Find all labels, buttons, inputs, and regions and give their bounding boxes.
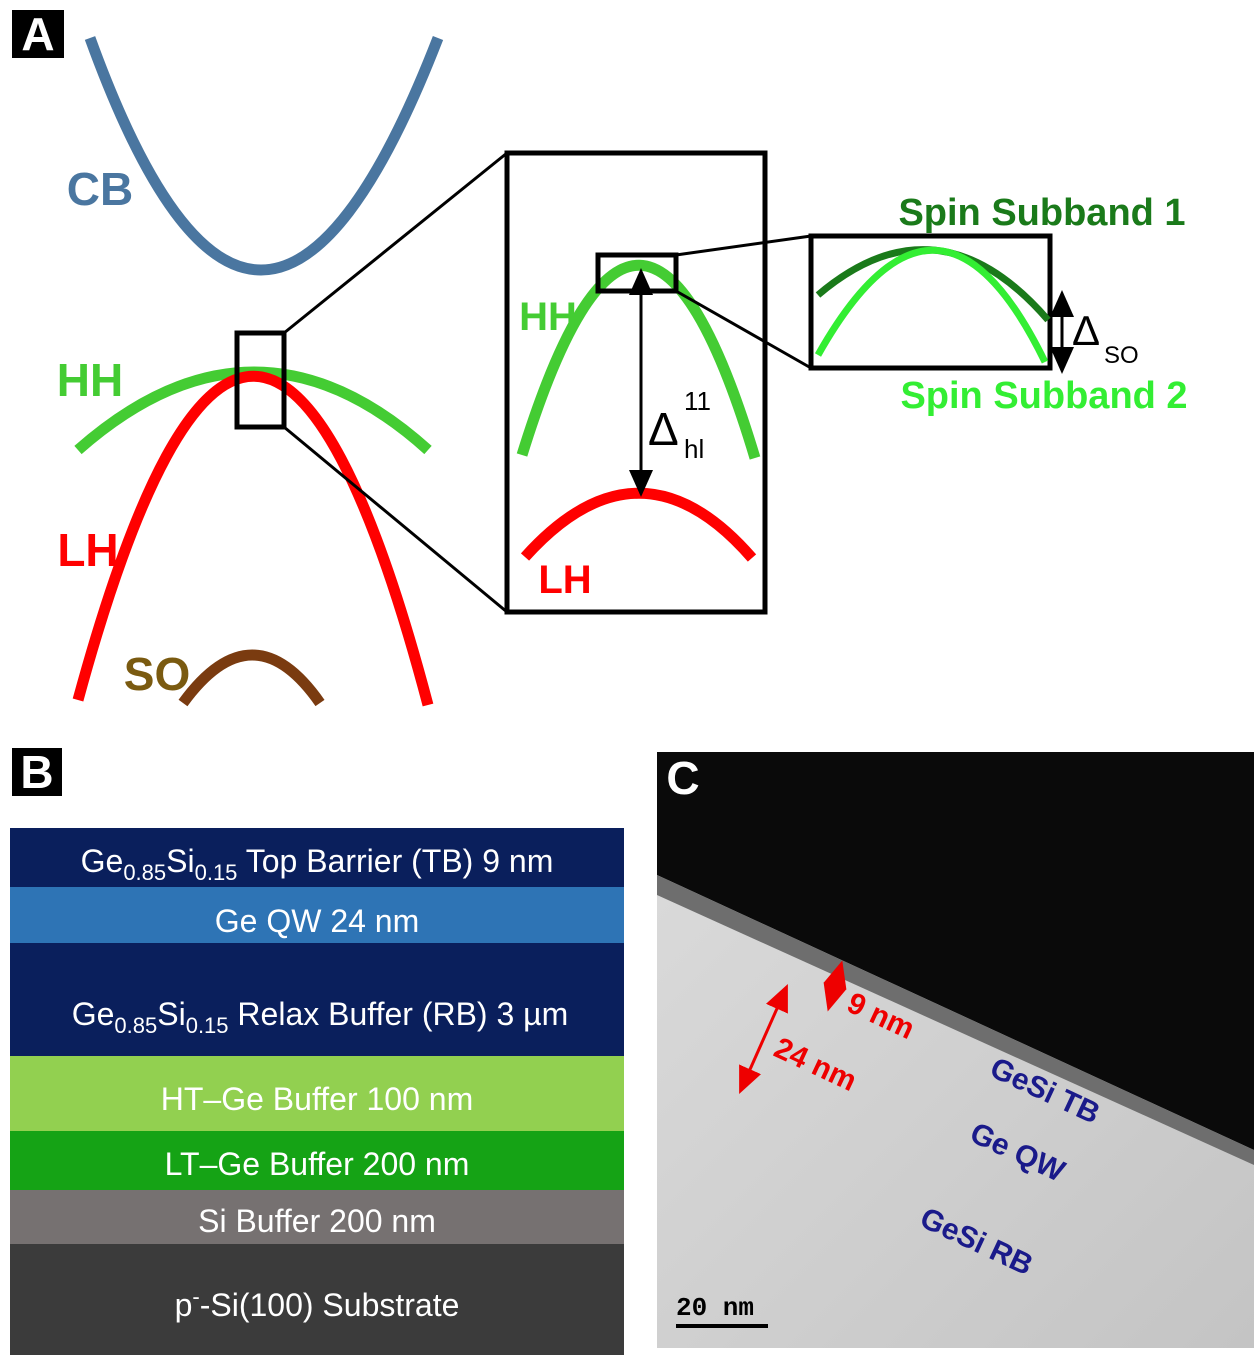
panel-a: A CB HH LH SO HH LH Δ 11 hl Δ SO Spin Su… — [12, 8, 1188, 705]
layer-label: p--Si(100) Substrate — [175, 1284, 460, 1323]
layer-label: HT–Ge Buffer 100 nm — [161, 1081, 473, 1117]
subscript: 0.15 — [186, 1013, 229, 1038]
text: Top Barrier (TB) 9 nm — [237, 843, 553, 879]
text: Si — [157, 996, 185, 1032]
figure: A CB HH LH SO HH LH Δ 11 hl Δ SO Spin Su… — [0, 0, 1258, 1355]
spin-subband-1-label: Spin Subband 1 — [898, 192, 1185, 234]
scale-bar-label: 20 nm — [676, 1293, 754, 1323]
hh-curve — [78, 372, 428, 450]
layer-label: Ge QW 24 nm — [215, 903, 420, 939]
delta-subscript: hl — [684, 434, 704, 464]
zoom-lh-label: LH — [538, 558, 591, 602]
so-delta-symbol: Δ — [1072, 307, 1100, 354]
subscript: 0.15 — [195, 860, 238, 885]
cb-label: CB — [67, 163, 133, 215]
so-delta-subscript: SO — [1104, 342, 1139, 369]
spin-subband-2-label: Spin Subband 2 — [900, 375, 1187, 417]
panel-label: A — [21, 8, 54, 60]
text: p — [175, 1287, 193, 1323]
layer-label: Si Buffer 200 nm — [198, 1203, 436, 1239]
superscript: - — [192, 1284, 199, 1309]
text: Ge — [81, 843, 124, 879]
layer-label: LT–Ge Buffer 200 nm — [165, 1146, 470, 1182]
subscript: 0.85 — [114, 1013, 157, 1038]
panel-c: C 9 nm 24 nm GeSi TB Ge QW GeSi RB 20 nm — [657, 752, 1254, 1348]
panel-b: B Ge0.85Si0.15 Top Barrier (TB) 9 nm Ge … — [10, 746, 624, 1355]
panel-label: C — [666, 752, 699, 804]
hh-label: HH — [57, 354, 123, 406]
text: Relax Buffer (RB) 3 µm — [229, 996, 569, 1032]
text: -Si(100) Substrate — [200, 1287, 460, 1323]
cb-curve — [90, 38, 438, 270]
so-curve — [183, 655, 320, 703]
delta-superscript: 11 — [684, 386, 711, 416]
text: Si — [166, 843, 194, 879]
so-label: SO — [124, 648, 190, 700]
delta-symbol: Δ — [648, 403, 679, 455]
text: Ge — [72, 996, 115, 1032]
panel-label: B — [20, 746, 53, 798]
lh-label: LH — [57, 524, 118, 576]
subscript: 0.85 — [123, 860, 166, 885]
zoom-hh-label: HH — [519, 295, 577, 339]
